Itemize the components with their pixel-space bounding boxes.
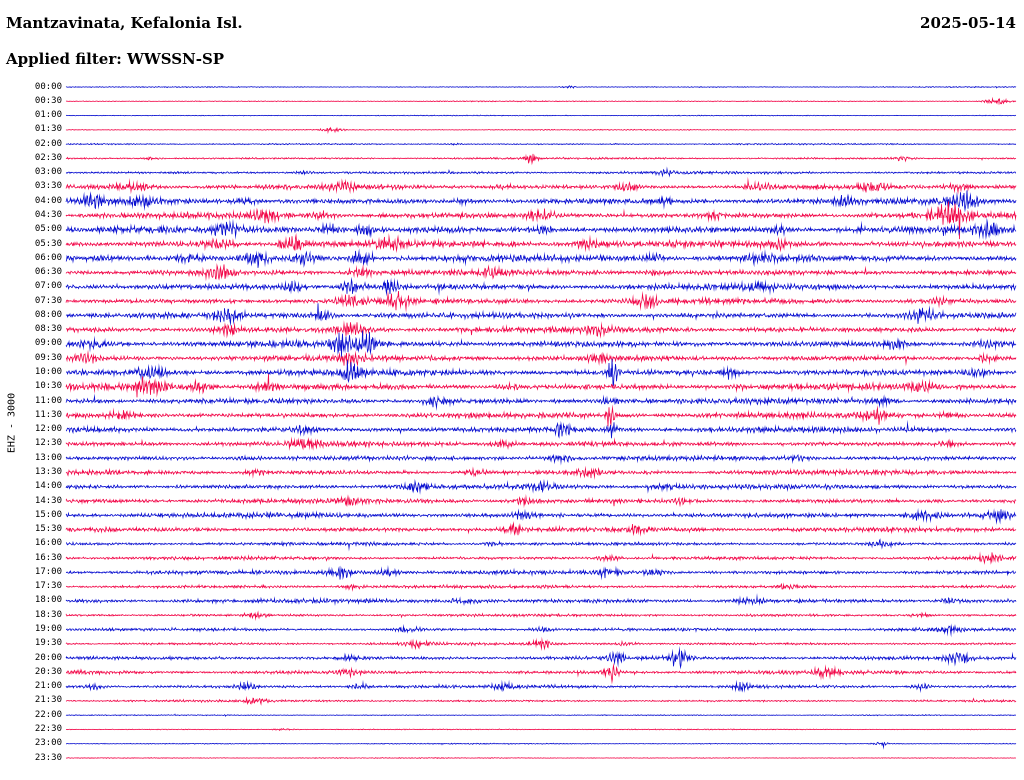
time-label-0430: 04:30	[34, 209, 62, 220]
time-label-1930: 19:30	[34, 638, 62, 649]
time-label-0930: 09:30	[34, 352, 62, 363]
time-label-0000: 00:00	[34, 81, 62, 92]
time-label-0630: 06:30	[34, 267, 62, 278]
time-label-0400: 04:00	[34, 195, 62, 206]
record-date: 2025-05-14	[920, 14, 1016, 32]
time-label-1900: 19:00	[34, 624, 62, 634]
time-label-1330: 13:30	[34, 466, 62, 477]
station-title: Mantzavinata, Kefalonia Isl.	[6, 14, 243, 32]
time-label-2000: 20:00	[34, 652, 62, 663]
time-label-0730: 07:30	[34, 295, 62, 306]
time-label-0800: 08:00	[34, 309, 62, 320]
time-label-2200: 22:00	[34, 709, 62, 720]
applied-filter-label: Applied filter: WWSSN-SP	[6, 50, 225, 68]
time-label-0030: 00:30	[34, 95, 62, 106]
time-label-0900: 09:00	[34, 338, 62, 349]
time-label-1100: 11:00	[34, 395, 62, 406]
time-label-1300: 13:00	[34, 452, 62, 463]
time-label-0200: 02:00	[34, 138, 62, 149]
time-label-2330: 23:30	[34, 752, 62, 763]
time-label-0530: 05:30	[34, 238, 62, 249]
time-label-2300: 23:00	[34, 738, 62, 749]
time-label-0130: 01:30	[34, 124, 62, 135]
time-label-2130: 21:30	[34, 695, 62, 706]
time-label-0330: 03:30	[34, 181, 62, 192]
time-label-0830: 08:30	[34, 324, 62, 335]
time-label-1400: 14:00	[34, 481, 62, 492]
time-label-1130: 11:30	[34, 409, 62, 420]
time-label-1030: 10:30	[34, 381, 62, 392]
time-label-2230: 22:30	[34, 723, 62, 734]
time-label-0100: 01:00	[34, 110, 62, 121]
time-label-1430: 14:30	[34, 495, 62, 506]
time-label-1700: 17:00	[34, 566, 62, 577]
time-label-1200: 12:00	[34, 424, 62, 435]
y-axis-channel-label: EHZ - 3000	[6, 392, 18, 454]
time-label-1630: 16:30	[34, 552, 62, 563]
time-label-2100: 21:00	[34, 681, 62, 692]
time-label-1530: 15:30	[34, 524, 62, 535]
time-label-0300: 03:00	[34, 167, 62, 178]
time-label-1600: 16:00	[34, 538, 62, 549]
time-label-1730: 17:30	[34, 581, 62, 592]
time-label-0700: 07:00	[34, 281, 62, 292]
time-label-1800: 18:00	[34, 595, 62, 606]
time-label-0230: 02:30	[34, 152, 62, 163]
time-label-0500: 05:00	[34, 224, 62, 235]
time-label-0600: 06:00	[34, 252, 62, 263]
time-label-1000: 10:00	[34, 367, 62, 378]
time-label-1230: 12:30	[34, 438, 62, 449]
time-label-1830: 18:30	[34, 609, 62, 620]
time-label-1500: 15:00	[34, 509, 62, 520]
time-label-2030: 20:30	[34, 666, 62, 677]
